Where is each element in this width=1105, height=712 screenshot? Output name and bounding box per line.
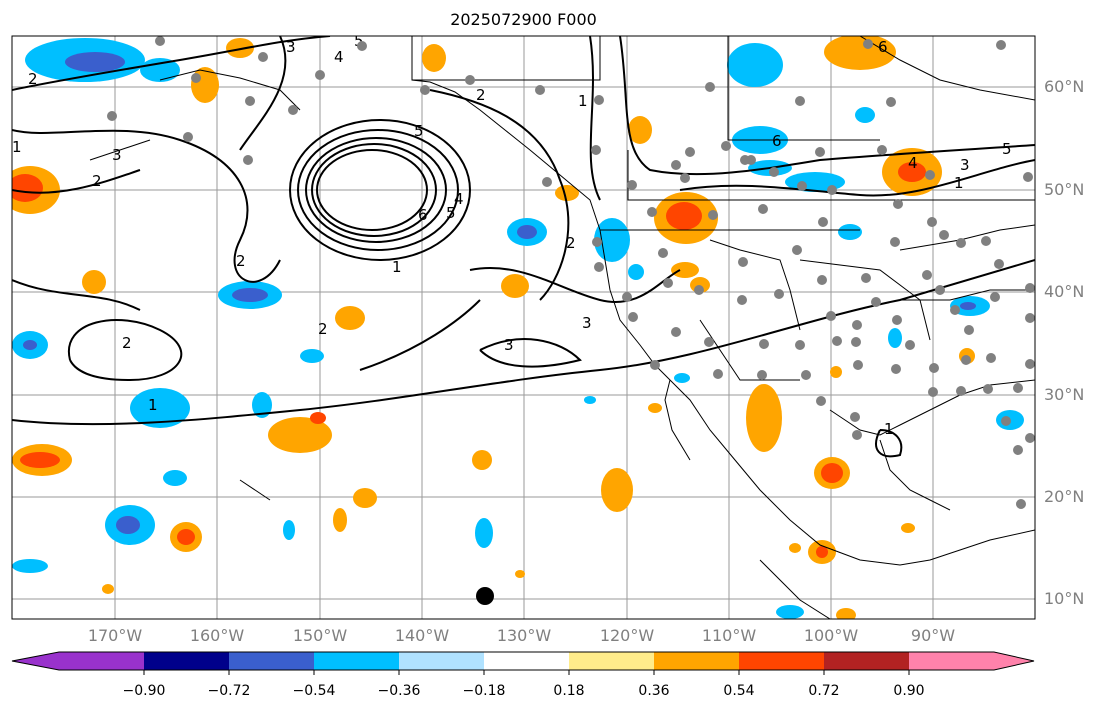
lon-label: 140°W [394, 626, 450, 645]
contour-label: 3 [960, 156, 970, 174]
contour-label: 2 [28, 70, 38, 88]
lon-label: 90°W [910, 626, 956, 645]
contour-label: 1 [954, 174, 964, 192]
storm-marker [476, 587, 494, 605]
station-dots [107, 36, 1035, 509]
contour-label: 3 [112, 146, 122, 164]
colorbar-segment [654, 652, 739, 670]
colorbar-segment [909, 652, 994, 670]
lat-label: 30°N [1044, 385, 1085, 404]
contour-label: 3 [286, 38, 296, 56]
lat-label: 20°N [1044, 487, 1085, 506]
contour-label: 4 [334, 48, 344, 66]
contour-label: 2 [476, 86, 486, 104]
colorbar-segment [144, 652, 229, 670]
contour-1 [289, 119, 471, 261]
anomaly-fill [12, 36, 1024, 619]
contour-label: 3 [582, 314, 592, 332]
contour-label: 5 [414, 122, 424, 140]
colorbar-segment [484, 652, 569, 670]
lat-label: 50°N [1044, 180, 1085, 199]
colorbar-segment [994, 652, 1034, 670]
colorbar-segment [739, 652, 824, 670]
colorbar-tick-label: 0.54 [723, 683, 755, 699]
contour-label: 2 [92, 172, 102, 190]
lon-label: 110°W [701, 626, 757, 645]
contours [12, 36, 1035, 458]
colorbar-segment [399, 652, 484, 670]
contour-label: 1 [392, 258, 402, 276]
lon-label: 150°W [292, 626, 348, 645]
lat-label: 60°N [1044, 77, 1085, 96]
contour-label: 3 [504, 336, 514, 354]
contour-label: 6 [418, 206, 428, 224]
contour-label: 2 [566, 234, 576, 252]
colorbar-segment [314, 652, 399, 670]
colorbar [11, 651, 1035, 675]
colorbar-tick-label: −0.36 [377, 683, 421, 699]
lat-label: 40°N [1044, 282, 1085, 301]
contour-label: 5 [1002, 140, 1012, 158]
colorbar-tick-label: 0.36 [638, 683, 670, 699]
colorbar-segment [59, 652, 144, 670]
contour-label: 1 [578, 92, 588, 110]
colorbar-segment [824, 652, 909, 670]
colorbar-tick-label: −0.90 [122, 683, 166, 699]
lon-label: 120°W [599, 626, 655, 645]
contour-label: 1 [148, 396, 158, 414]
colorbar-segment [569, 652, 654, 670]
lon-label: 170°W [87, 626, 143, 645]
contour-label: 4 [454, 190, 464, 208]
colorbar-tick-label: 0.90 [893, 683, 925, 699]
contour-labels: 2 3 2 2 2 1 1 2 3 3 2 6 5 4 5 4 3 5 2 1 … [12, 36, 1012, 438]
colorbar-tick-label: −0.54 [292, 683, 336, 699]
graticule [12, 36, 1035, 619]
contour-label: 2 [236, 252, 246, 270]
contour-label: 2 [122, 334, 132, 352]
map-title: 2025072900 F000 [450, 10, 597, 29]
lon-label: 100°W [803, 626, 859, 645]
colorbar-tick-label: 0.18 [553, 683, 585, 699]
colorbar-segment [12, 652, 59, 670]
colorbar-tick-label: −0.18 [462, 683, 506, 699]
lon-label: 160°W [189, 626, 245, 645]
colorbar-tick-label: 0.72 [808, 683, 840, 699]
contour-label: 1 [884, 420, 894, 438]
contour-label: 6 [772, 132, 782, 150]
contour-label: 1 [12, 138, 22, 156]
lon-label: 130°W [496, 626, 552, 645]
colorbar-segment [229, 652, 314, 670]
contour-label: 5 [446, 204, 456, 222]
lat-label: 10°N [1044, 589, 1085, 608]
contour-label: 2 [318, 320, 328, 338]
colorbar-tick-label: −0.72 [207, 683, 251, 699]
contour-label: 6 [878, 38, 888, 56]
contour-label: 4 [908, 154, 918, 172]
coastlines [89, 36, 1035, 619]
map-frame [11, 35, 1036, 620]
